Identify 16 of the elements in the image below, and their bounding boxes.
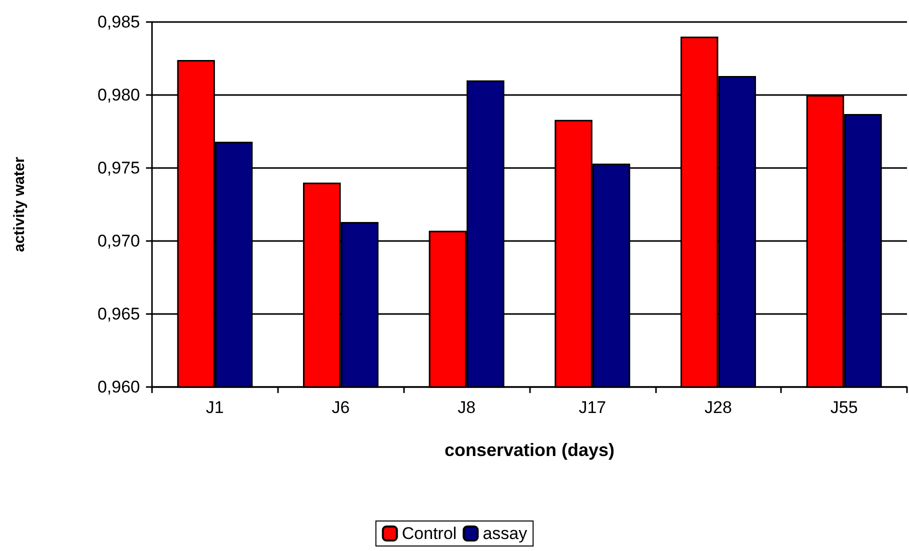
legend-label: assay bbox=[482, 524, 528, 543]
legend-label: Control bbox=[402, 524, 457, 543]
y-tick-label: 0,985 bbox=[97, 12, 140, 32]
y-tick-label: 0,975 bbox=[97, 158, 140, 178]
y-tick-label: 0,970 bbox=[97, 232, 140, 250]
x-tick-label: J6 bbox=[332, 398, 350, 417]
x-tick-label: J55 bbox=[830, 398, 858, 417]
x-tick-label: J1 bbox=[206, 398, 224, 417]
x-tick-label: J28 bbox=[704, 398, 732, 417]
y-tick-label: 0,960 bbox=[97, 378, 140, 396]
x-tick-label: J8 bbox=[458, 398, 476, 417]
y-tick-label: 0,980 bbox=[97, 86, 140, 104]
x-tick-label: J17 bbox=[578, 398, 606, 417]
y-axis-title: activity water bbox=[11, 156, 28, 252]
x-axis-title: conservation (days) bbox=[444, 440, 615, 460]
y-tick-label: 0,965 bbox=[97, 304, 140, 324]
